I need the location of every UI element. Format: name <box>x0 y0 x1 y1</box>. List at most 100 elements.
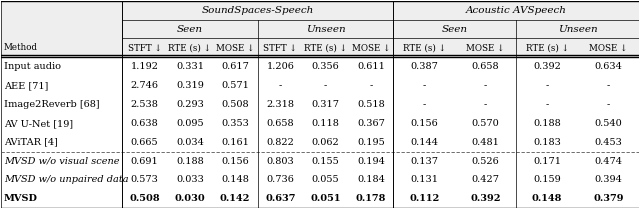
Text: 0.188: 0.188 <box>533 119 561 128</box>
Text: Image2Reverb [68]: Image2Reverb [68] <box>4 100 99 109</box>
Text: 0.293: 0.293 <box>176 100 204 109</box>
Text: 0.570: 0.570 <box>472 119 499 128</box>
Text: 0.394: 0.394 <box>595 176 623 185</box>
Text: AEE [71]: AEE [71] <box>4 81 48 90</box>
Text: 0.736: 0.736 <box>266 176 294 185</box>
Text: AViTAR [4]: AViTAR [4] <box>4 138 58 147</box>
Text: 0.331: 0.331 <box>176 62 204 71</box>
Text: MOSE ↓: MOSE ↓ <box>467 43 505 52</box>
Text: -: - <box>607 81 610 90</box>
Text: 0.156: 0.156 <box>221 157 249 166</box>
Text: 0.665: 0.665 <box>131 138 159 147</box>
Text: 0.195: 0.195 <box>357 138 385 147</box>
Bar <box>1 133 639 152</box>
Text: 0.131: 0.131 <box>410 176 438 185</box>
Text: 0.540: 0.540 <box>595 119 623 128</box>
Text: 0.353: 0.353 <box>221 119 249 128</box>
Text: Input audio: Input audio <box>4 62 61 71</box>
Text: 0.427: 0.427 <box>472 176 500 185</box>
Text: Seen: Seen <box>177 24 203 33</box>
Text: 0.159: 0.159 <box>533 176 561 185</box>
Text: MVSD: MVSD <box>4 194 38 203</box>
Text: 0.144: 0.144 <box>410 138 438 147</box>
Text: MOSE ↓: MOSE ↓ <box>351 43 390 52</box>
Text: 0.161: 0.161 <box>221 138 249 147</box>
Text: Unseen: Unseen <box>558 24 598 33</box>
Text: 0.379: 0.379 <box>593 194 624 203</box>
Bar <box>1 189 639 208</box>
Text: 0.319: 0.319 <box>176 81 204 90</box>
Text: 0.481: 0.481 <box>472 138 500 147</box>
Text: 1.206: 1.206 <box>266 62 294 71</box>
Text: 0.142: 0.142 <box>220 194 250 203</box>
Text: 0.634: 0.634 <box>595 62 623 71</box>
Text: RTE (s) ↓: RTE (s) ↓ <box>168 43 211 52</box>
Text: 0.803: 0.803 <box>266 157 294 166</box>
Text: 0.453: 0.453 <box>595 138 623 147</box>
Text: 0.392: 0.392 <box>533 62 561 71</box>
Text: 0.112: 0.112 <box>409 194 439 203</box>
Text: -: - <box>422 81 426 90</box>
Text: 0.030: 0.030 <box>175 194 205 203</box>
Text: RTE (s) ↓: RTE (s) ↓ <box>304 43 347 52</box>
Text: 0.051: 0.051 <box>310 194 341 203</box>
Text: 0.571: 0.571 <box>221 81 249 90</box>
Text: 0.573: 0.573 <box>131 176 159 185</box>
Text: Unseen: Unseen <box>306 24 346 33</box>
Text: MOSE ↓: MOSE ↓ <box>216 43 254 52</box>
Text: 0.508: 0.508 <box>129 194 160 203</box>
Text: -: - <box>279 81 282 90</box>
Text: AV U-Net [19]: AV U-Net [19] <box>4 119 73 128</box>
Text: 0.474: 0.474 <box>595 157 623 166</box>
Text: 0.617: 0.617 <box>221 62 249 71</box>
Text: 0.148: 0.148 <box>532 194 563 203</box>
Text: 0.156: 0.156 <box>410 119 438 128</box>
Bar <box>1 76 639 95</box>
Text: -: - <box>324 81 327 90</box>
Text: 0.033: 0.033 <box>176 176 204 185</box>
Text: 0.822: 0.822 <box>266 138 294 147</box>
Text: 0.184: 0.184 <box>357 176 385 185</box>
Text: 0.062: 0.062 <box>312 138 339 147</box>
Text: 0.611: 0.611 <box>357 62 385 71</box>
Text: -: - <box>607 100 610 109</box>
Text: Seen: Seen <box>442 24 468 33</box>
Text: 0.356: 0.356 <box>312 62 339 71</box>
Text: MOSE ↓: MOSE ↓ <box>589 43 628 52</box>
Text: 1.192: 1.192 <box>131 62 159 71</box>
Text: 0.367: 0.367 <box>357 119 385 128</box>
Text: MVSD w/o unpaired data: MVSD w/o unpaired data <box>4 176 129 185</box>
Text: -: - <box>369 81 372 90</box>
Text: 0.183: 0.183 <box>533 138 561 147</box>
Text: SoundSpaces-Speech: SoundSpaces-Speech <box>202 6 314 15</box>
Bar <box>1 95 639 114</box>
Text: MVSD w/o visual scene: MVSD w/o visual scene <box>4 157 120 166</box>
Bar <box>1 114 639 133</box>
Text: 0.518: 0.518 <box>357 100 385 109</box>
Text: 0.118: 0.118 <box>312 119 340 128</box>
Text: 0.638: 0.638 <box>131 119 159 128</box>
Text: 2.318: 2.318 <box>266 100 294 109</box>
Text: -: - <box>484 81 487 90</box>
Text: -: - <box>484 100 487 109</box>
Bar <box>1 152 639 171</box>
Text: 0.095: 0.095 <box>176 119 204 128</box>
Bar <box>1 171 639 189</box>
Text: Acoustic AVSpeech: Acoustic AVSpeech <box>466 6 567 15</box>
Text: 0.658: 0.658 <box>266 119 294 128</box>
Bar <box>1 57 639 76</box>
Text: 0.155: 0.155 <box>312 157 339 166</box>
Text: 0.194: 0.194 <box>357 157 385 166</box>
Text: 0.188: 0.188 <box>176 157 204 166</box>
Text: -: - <box>545 100 548 109</box>
Text: STFT ↓: STFT ↓ <box>128 43 161 52</box>
Text: 0.658: 0.658 <box>472 62 499 71</box>
Text: 2.746: 2.746 <box>131 81 159 90</box>
Text: -: - <box>545 81 548 90</box>
Text: 0.055: 0.055 <box>312 176 339 185</box>
Text: 0.178: 0.178 <box>356 194 386 203</box>
Text: 0.526: 0.526 <box>472 157 499 166</box>
Text: 2.538: 2.538 <box>131 100 159 109</box>
Text: 0.691: 0.691 <box>131 157 159 166</box>
Text: 0.508: 0.508 <box>221 100 249 109</box>
